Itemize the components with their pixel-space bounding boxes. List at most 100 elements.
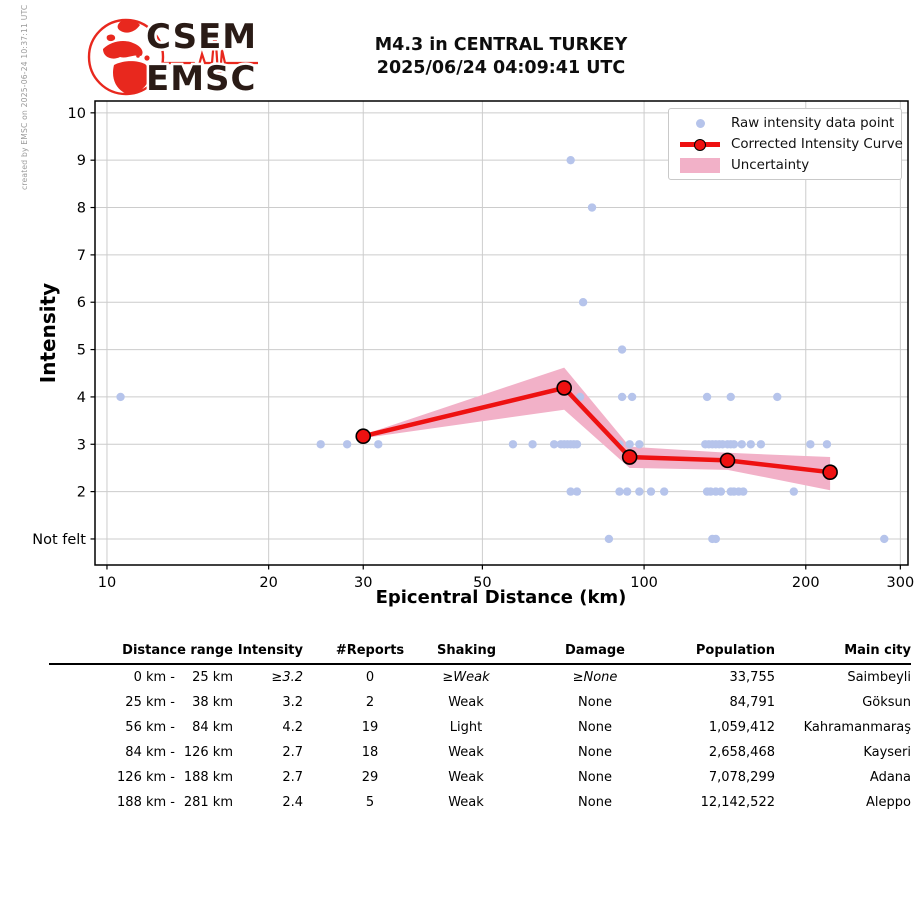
cell-main-city: Aleppo xyxy=(866,795,911,810)
cell-population: 33,755 xyxy=(729,670,776,685)
raw-intensity-point xyxy=(739,487,748,496)
cell-reports: 2 xyxy=(365,695,375,710)
cell-population: 7,078,299 xyxy=(708,770,775,785)
raw-intensity-point xyxy=(575,392,585,402)
raw-intensity-point xyxy=(789,487,799,496)
cell-shaking: Weak xyxy=(448,695,484,710)
raw-intensity-point xyxy=(746,440,755,449)
raw-intensity-point xyxy=(711,534,721,544)
raw-intensity-point xyxy=(617,345,627,354)
raw-intensity-point xyxy=(587,203,597,212)
raw-point-swatch-icon xyxy=(677,119,723,128)
raw-intensity-point xyxy=(659,487,669,496)
raw-intensity-point xyxy=(374,440,383,449)
raw-intensity-point xyxy=(737,440,746,449)
raw-intensity-point xyxy=(615,487,624,496)
raw-intensity-point xyxy=(702,392,712,402)
cell-population: 12,142,522 xyxy=(700,795,775,810)
header-damage: Damage xyxy=(495,638,695,665)
cell-population: 84,791 xyxy=(729,695,776,710)
x-tick-label: 20 xyxy=(259,575,277,591)
cell-population: 2,658,468 xyxy=(708,745,775,760)
raw-intensity-point xyxy=(806,440,815,449)
x-tick-label: 300 xyxy=(887,575,915,591)
cell-main-city: Göksun xyxy=(862,695,911,710)
emsc-logo: CSEM EMSC xyxy=(87,15,259,102)
legend-label: Raw intensity data point xyxy=(731,116,895,131)
curve-marker xyxy=(719,452,736,469)
cell-shaking: Weak xyxy=(448,745,484,760)
plot-border xyxy=(94,100,909,566)
raw-intensity-point xyxy=(572,487,582,496)
curve-marker xyxy=(355,428,372,445)
raw-intensity-point xyxy=(604,534,614,544)
legend-label: Uncertainty xyxy=(731,158,810,173)
cell-intensity: 2.7 xyxy=(282,770,303,785)
logo-word-csem: CSEM xyxy=(146,17,257,57)
table-row: 188 km -281 km 2.4 5 Weak None 12,142,522 Alep… xyxy=(49,790,911,815)
curve-marker xyxy=(621,449,638,465)
cell-distance-range: 56 km -84 km xyxy=(125,720,233,735)
cell-distance-range: 25 km -38 km xyxy=(125,695,233,710)
curve-marker xyxy=(822,464,838,481)
legend: Raw intensity data point Corrected Inten… xyxy=(668,108,903,180)
x-tick-label: 200 xyxy=(792,575,820,591)
cell-damage: ≥None xyxy=(572,670,618,685)
y-tick-label: 3 xyxy=(77,437,86,453)
cell-distance-range: 188 km -281 km xyxy=(117,795,233,810)
header-main-city: Main city xyxy=(775,638,911,665)
raw-intensity-point xyxy=(316,440,325,449)
header-distance-range: Distance range xyxy=(49,638,233,665)
cell-main-city: Adana xyxy=(869,770,911,785)
cell-population: 1,059,412 xyxy=(708,720,775,735)
chart-title-line2: 2025/06/24 04:09:41 UTC xyxy=(376,58,626,78)
x-tick-label: 100 xyxy=(630,575,658,591)
header-reports: #Reports xyxy=(303,638,437,665)
cell-reports: 5 xyxy=(365,795,375,810)
x-axis-label: Epicentral Distance (km) xyxy=(375,587,627,608)
y-tick-label: 5 xyxy=(77,343,86,359)
y-tick-label: 4 xyxy=(77,390,86,406)
raw-intensity-point xyxy=(566,155,575,165)
globe-icon xyxy=(87,18,165,96)
table-row: 56 km -84 km 4.2 19 Light None 1,059,412 Kahra… xyxy=(49,715,911,740)
uncertainty-swatch-icon xyxy=(677,158,723,173)
x-tick-label: 30 xyxy=(354,575,372,591)
x-tick-label: 10 xyxy=(98,575,116,591)
cell-reports: 19 xyxy=(361,720,379,735)
raw-intensity-point xyxy=(528,440,537,449)
legend-item-curve: Corrected Intensity Curve xyxy=(677,134,903,155)
raw-intensity-point xyxy=(822,440,832,449)
intensity-table: Distance range Intensity #Reports Shakin… xyxy=(49,638,911,815)
y-tick-label: 9 xyxy=(77,153,86,169)
legend-item-raw: Raw intensity data point xyxy=(677,113,901,134)
raw-intensity-point xyxy=(625,440,634,449)
table-row: 0 km -25 km ≥3.2 0 ≥Weak ≥None 33,755 Saimbeyl… xyxy=(49,664,911,690)
raw-intensity-point xyxy=(342,440,352,449)
cell-shaking: Weak xyxy=(448,770,484,785)
cell-intensity: ≥3.2 xyxy=(271,670,303,685)
chart-title-line1: M4.3 in CENTRAL TURKEY xyxy=(374,35,628,55)
header-intensity: Intensity xyxy=(233,638,303,665)
x-tick-label: 50 xyxy=(473,575,491,591)
cell-damage: None xyxy=(578,770,612,785)
raw-intensity-point xyxy=(116,392,125,402)
y-tick-label: Not felt xyxy=(32,532,86,548)
cell-shaking: Light xyxy=(449,720,483,735)
raw-intensity-point xyxy=(716,487,726,496)
raw-intensity-point xyxy=(635,440,644,449)
curve-swatch-icon xyxy=(677,138,723,151)
cell-shaking: Weak xyxy=(448,795,484,810)
legend-item-uncertainty: Uncertainty xyxy=(677,155,901,176)
curve-marker xyxy=(556,380,572,396)
raw-intensity-point xyxy=(566,487,575,496)
cell-main-city: Saimbeyli xyxy=(847,670,911,685)
cell-distance-range: 126 km -188 km xyxy=(117,770,233,785)
raw-intensity-point xyxy=(572,440,582,449)
raw-intensity-point xyxy=(880,534,889,544)
cell-intensity: 3.2 xyxy=(282,695,303,710)
cell-damage: None xyxy=(578,745,612,760)
cell-damage: None xyxy=(578,720,612,735)
header-shaking: Shaking xyxy=(437,638,496,665)
